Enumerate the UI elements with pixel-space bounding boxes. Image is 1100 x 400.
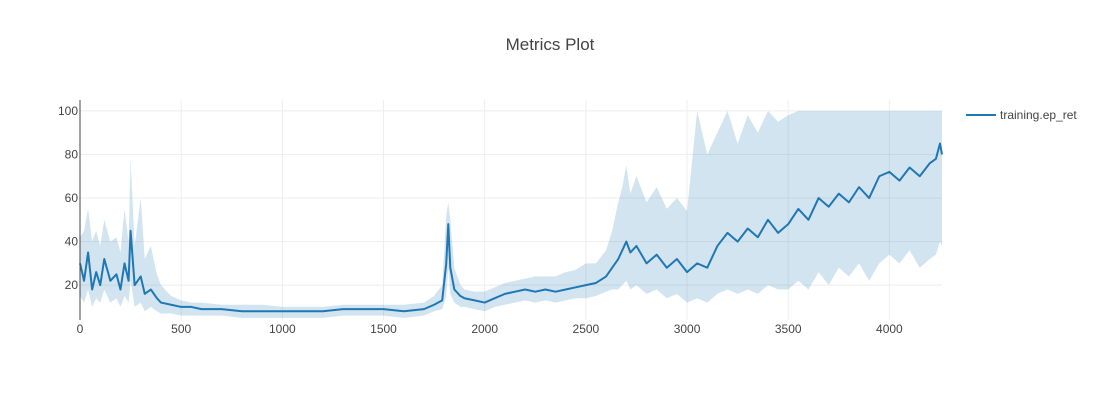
y-tick-label: 20: [65, 278, 79, 292]
y-tick-label: 40: [65, 235, 79, 249]
y-tick-label: 80: [65, 147, 79, 161]
series-line-layer: [79, 142, 943, 313]
x-tick-label: 1000: [269, 322, 296, 336]
range-band-layer: [80, 110, 942, 318]
x-tick-label: 500: [171, 322, 191, 336]
y-tick-label: 100: [58, 104, 78, 118]
x-tick-label: 3500: [775, 322, 802, 336]
axes: 0 500 1000 1500 2000 2500 3000 3500 4000 20 40 60 80…: [58, 100, 903, 336]
legend-label-training-ep-ret: training.ep_ret: [1000, 108, 1077, 122]
x-tick-label: 4000: [876, 322, 903, 336]
grid: [80, 100, 942, 320]
x-tick-label: 1500: [370, 322, 397, 336]
series-range-band: [80, 110, 942, 318]
x-tick-label: 3000: [674, 322, 701, 336]
x-tick-label: 0: [77, 322, 84, 336]
x-tick-label: 2500: [573, 322, 600, 336]
x-tick-label: 2000: [471, 322, 498, 336]
series-line-training-ep-ret: [79, 142, 943, 313]
y-tick-label: 60: [65, 191, 79, 205]
chart-title: Metrics Plot: [506, 35, 595, 54]
legend[interactable]: training.ep_ret: [966, 108, 1077, 122]
